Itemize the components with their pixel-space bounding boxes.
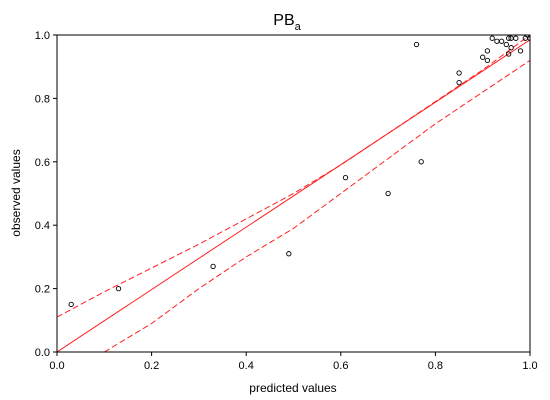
data-point <box>484 48 491 54</box>
data-point <box>210 263 216 270</box>
data-point <box>115 285 122 292</box>
x-axis-ticks: 0.0 0.2 0.4 0.6 0.8 1.0 <box>49 352 538 372</box>
data-point <box>68 301 74 308</box>
y-tick-label: 0.8 <box>35 93 50 105</box>
x-tick-label: 0.6 <box>333 360 348 372</box>
chart-title-subscript: a <box>295 21 302 33</box>
data-point <box>385 190 391 197</box>
x-tick-label: 0.4 <box>239 360 254 372</box>
confidence-upper-line <box>57 35 530 318</box>
y-axis-label: observed values <box>9 149 23 236</box>
y-tick-label: 0.0 <box>35 347 50 359</box>
confidence-lower-line <box>104 59 530 352</box>
regression-line <box>57 39 530 352</box>
x-axis-label: predicted values <box>249 381 336 395</box>
data-point <box>506 51 512 57</box>
data-point <box>517 48 524 54</box>
x-tick-label: 1.0 <box>522 360 537 372</box>
data-point <box>484 57 491 64</box>
y-tick-label: 0.6 <box>35 157 50 169</box>
data-point <box>286 251 292 257</box>
plot-frame <box>56 34 531 353</box>
data-point <box>480 54 486 60</box>
y-axis-ticks: 0.0 0.2 0.4 0.6 0.8 1.0 <box>35 30 57 359</box>
series-group <box>57 35 530 352</box>
x-tick-label: 0.8 <box>428 360 443 372</box>
chart-title-main: PB <box>273 12 294 29</box>
y-tick-label: 0.2 <box>35 284 50 296</box>
data-point <box>503 41 509 48</box>
data-point <box>456 70 462 76</box>
x-tick-label: 0.2 <box>144 360 159 372</box>
data-point <box>508 45 514 51</box>
y-tick-label: 1.0 <box>35 30 50 42</box>
x-tick-label: 0.0 <box>49 360 64 372</box>
chart-title: PBa <box>273 12 301 33</box>
data-point <box>506 35 512 41</box>
data-point <box>413 41 420 48</box>
data-point <box>494 38 500 44</box>
data-point <box>342 174 349 181</box>
data-point <box>456 79 462 86</box>
y-tick-label: 0.4 <box>35 220 50 232</box>
data-point <box>498 38 505 44</box>
plot-area <box>57 35 530 352</box>
data-point <box>418 159 424 165</box>
data-point <box>489 35 495 41</box>
data-point <box>513 35 519 41</box>
